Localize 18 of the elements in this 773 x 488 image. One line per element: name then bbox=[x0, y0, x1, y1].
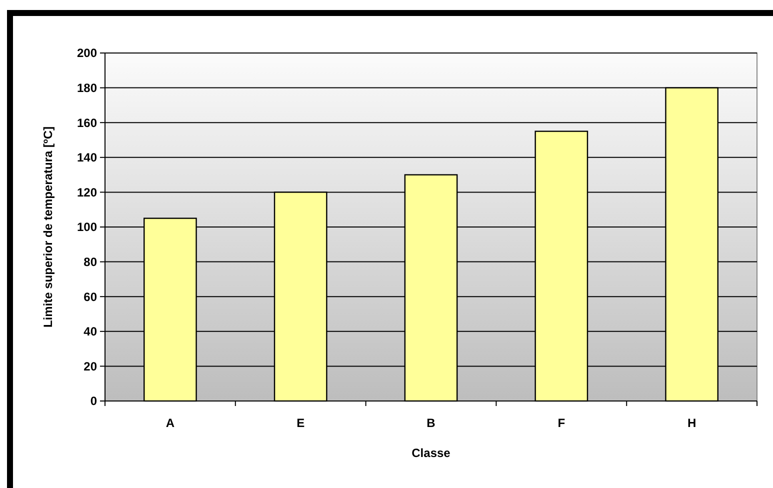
y-tick-label: 140 bbox=[76, 150, 98, 165]
x-tick-label: B bbox=[426, 416, 436, 430]
x-tick-label: F bbox=[558, 416, 566, 430]
y-tick-label: 60 bbox=[84, 290, 98, 304]
x-tick-label: H bbox=[687, 416, 696, 430]
y-axis-title: Limite superior de temperatura [ºC] bbox=[41, 126, 55, 328]
y-tick-label: 100 bbox=[76, 220, 98, 234]
y-tick-label: 120 bbox=[76, 185, 98, 200]
y-tick-label: 20 bbox=[84, 359, 98, 374]
y-tick-label: 200 bbox=[76, 46, 98, 60]
x-axis-title: Classe bbox=[412, 446, 451, 460]
y-tick-label: 0 bbox=[90, 394, 98, 408]
y-tick-label: 180 bbox=[76, 81, 98, 95]
y-tick-label: 40 bbox=[84, 324, 98, 339]
x-tick-label: E bbox=[296, 416, 305, 430]
x-tick-label: A bbox=[166, 416, 175, 430]
y-tick-label: 80 bbox=[84, 255, 98, 269]
y-tick-label: 160 bbox=[76, 116, 98, 130]
